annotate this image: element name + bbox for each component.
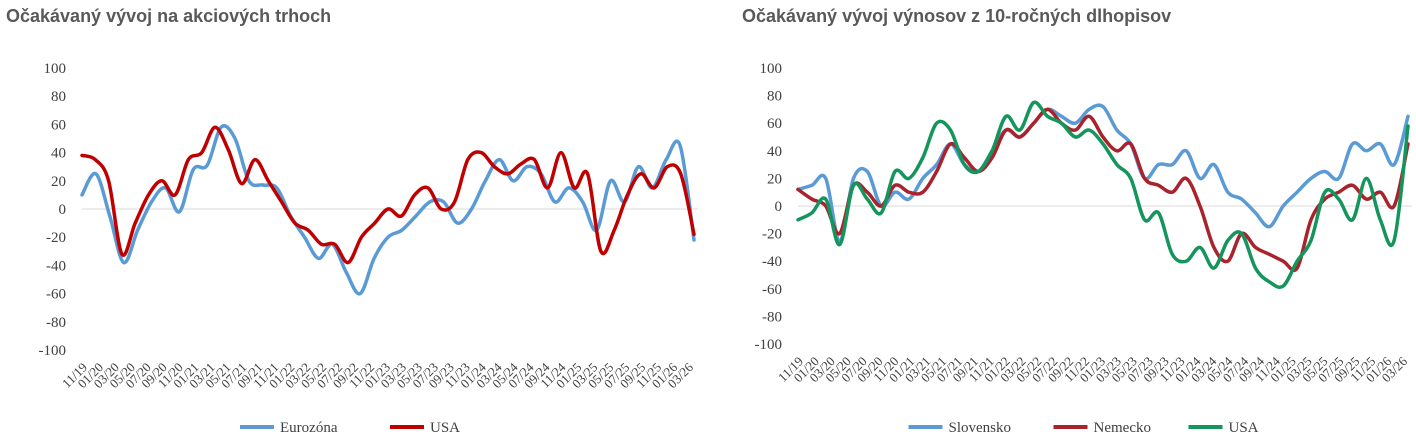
y-tick-label: -100: [39, 343, 67, 359]
y-tick-label: 60: [51, 117, 66, 133]
y-tick-label: 60: [767, 116, 782, 132]
legend-label: USA: [430, 420, 460, 436]
y-tick-label: -80: [762, 309, 782, 325]
series-line-slovensko: [796, 103, 1410, 243]
y-tick-label: 40: [51, 146, 66, 162]
legend-label: USA: [1229, 420, 1259, 436]
y-tick-label: -100: [755, 337, 783, 353]
y-tick-label: 20: [767, 171, 782, 187]
chart-panel-bonds: Očakávaný vývoj výnosov z 10-ročných dlh…: [736, 0, 1416, 442]
y-tick-label: -20: [762, 227, 782, 243]
y-tick-label: -20: [46, 230, 66, 246]
chart-title: Očakávaný vývoj na akciových trhoch: [6, 6, 332, 26]
y-tick-label: -60: [762, 282, 782, 298]
y-tick-label: -40: [762, 254, 782, 270]
legend-label: Slovensko: [949, 420, 1012, 436]
y-tick-label: 40: [767, 144, 782, 160]
chart-panel-equities: Očakávaný vývoj na akciových trhoch 100 8…: [0, 0, 700, 442]
chart-bonds: 100806040200-20-40-60-80-10011/1901/2003…: [755, 61, 1412, 436]
y-tick-label: 80: [51, 89, 66, 105]
y-tick-label: 80: [767, 89, 782, 105]
y-tick-label: 0: [775, 199, 783, 215]
y-tick-label: -60: [46, 287, 66, 303]
series-line-nemecko: [796, 107, 1410, 272]
y-tick-label: -80: [46, 315, 66, 331]
y-tick-label: 100: [44, 61, 67, 77]
y-tick-label: 20: [51, 174, 66, 190]
y-tick-label: 100: [760, 61, 783, 77]
y-tick-label: -40: [46, 258, 66, 274]
chart-title: Očakávaný vývoj výnosov z 10-ročných dlh…: [742, 6, 1172, 26]
legend-label: Nemecko: [1094, 420, 1151, 436]
y-tick-label: 0: [59, 202, 67, 218]
series-line-usa: [80, 125, 696, 265]
series-line-usa: [796, 100, 1410, 289]
legend-label: Eurozóna: [280, 420, 338, 436]
chart-equities: 100806040200-20-40-60-80-10011/1901/2003…: [39, 61, 698, 436]
